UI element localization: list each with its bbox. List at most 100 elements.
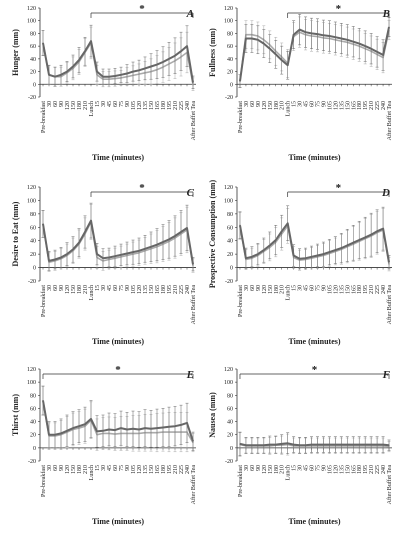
x-tick-label: 90 bbox=[125, 101, 131, 107]
data-point bbox=[42, 42, 44, 44]
data-point bbox=[126, 428, 128, 431]
y-tick-label: 0 bbox=[230, 82, 233, 88]
data-point bbox=[257, 253, 259, 255]
x-tick-label: 210 bbox=[369, 465, 375, 474]
x-tick-label: 30 bbox=[101, 465, 107, 471]
y-tick-label: 20 bbox=[227, 70, 233, 76]
x-tick-label: 30 bbox=[298, 101, 304, 107]
data-point bbox=[352, 443, 354, 446]
data-point bbox=[328, 443, 331, 446]
series-line bbox=[42, 40, 194, 83]
data-point bbox=[263, 43, 265, 45]
panel-letter: C bbox=[187, 187, 195, 199]
x-tick-label: 120 bbox=[65, 285, 71, 294]
x-tick-label: 135 bbox=[143, 101, 149, 110]
series-2 bbox=[238, 431, 391, 456]
x-tick-label: 225 bbox=[179, 285, 185, 294]
data-point bbox=[251, 37, 253, 40]
x-tick-label: Lunch bbox=[89, 101, 95, 116]
series-line bbox=[239, 442, 390, 447]
x-tick-label: 60 bbox=[310, 285, 316, 291]
significance-star: * bbox=[336, 3, 342, 15]
series-line bbox=[42, 400, 194, 443]
x-tick-label: 150 bbox=[268, 285, 274, 294]
x-tick-label: 90 bbox=[256, 101, 262, 107]
x-tick-label: 60 bbox=[53, 101, 59, 107]
y-tick-label: 60 bbox=[227, 225, 233, 231]
x-tick-label: 180 bbox=[77, 465, 83, 474]
x-tick-label: 210 bbox=[83, 465, 89, 474]
data-point bbox=[102, 257, 104, 259]
data-point bbox=[287, 442, 289, 444]
panel-letter: A bbox=[186, 8, 194, 20]
x-tick-label: 60 bbox=[113, 465, 119, 471]
x-tick-label: 15 bbox=[292, 101, 298, 107]
x-tick-label: 195 bbox=[363, 101, 369, 110]
data-point bbox=[340, 247, 342, 249]
x-tick-label: 60 bbox=[310, 465, 316, 471]
data-point bbox=[138, 69, 140, 71]
x-tick-label: After Buffet Tea bbox=[386, 465, 393, 505]
significance-star: * bbox=[336, 182, 342, 194]
y-tick-label: 60 bbox=[227, 44, 233, 50]
data-point bbox=[96, 430, 98, 433]
x-tick-label: 210 bbox=[280, 101, 286, 110]
data-point bbox=[382, 443, 384, 446]
series-2 bbox=[238, 205, 391, 270]
x-tick-label: 135 bbox=[339, 285, 345, 294]
data-point bbox=[48, 434, 50, 436]
data-point bbox=[120, 74, 122, 76]
x-tick-label: 45 bbox=[107, 465, 113, 471]
data-point bbox=[370, 443, 372, 446]
y-axis-title: Thirst (mm) bbox=[11, 394, 20, 436]
data-point bbox=[388, 261, 390, 263]
x-tick-label: 120 bbox=[333, 101, 339, 110]
x-tick-label: 180 bbox=[161, 101, 167, 110]
y-tick-label: 40 bbox=[30, 420, 36, 426]
y-tick-label: -20 bbox=[28, 95, 36, 101]
x-tick-label: 120 bbox=[137, 101, 143, 110]
y-tick-label: 100 bbox=[27, 380, 36, 386]
data-point bbox=[144, 248, 146, 250]
x-tick-label: 195 bbox=[363, 465, 369, 474]
data-point bbox=[310, 32, 313, 35]
x-tick-label: 75 bbox=[119, 465, 125, 471]
data-point bbox=[370, 234, 372, 236]
x-tick-label: 75 bbox=[315, 101, 321, 107]
x-tick-label: 105 bbox=[131, 101, 137, 110]
y-tick-label: 0 bbox=[33, 266, 36, 272]
data-point bbox=[180, 424, 182, 426]
data-point bbox=[310, 443, 313, 446]
data-point bbox=[180, 231, 182, 233]
x-tick-label: 90 bbox=[59, 285, 65, 291]
data-point bbox=[114, 255, 116, 257]
x-tick-label: 15 bbox=[292, 285, 298, 291]
y-tick-label: -20 bbox=[225, 279, 233, 285]
x-tick-label: 30 bbox=[244, 101, 250, 107]
data-point bbox=[310, 256, 313, 258]
y-axis-title: Nausea (mm) bbox=[208, 392, 217, 438]
y-tick-label: 20 bbox=[30, 252, 36, 258]
data-point bbox=[269, 48, 271, 50]
data-point bbox=[186, 45, 188, 47]
series-line bbox=[42, 221, 194, 266]
x-tick-label: 210 bbox=[369, 101, 375, 110]
data-point bbox=[346, 244, 348, 247]
x-tick-label: 210 bbox=[280, 465, 286, 474]
data-point bbox=[298, 444, 301, 446]
x-tick-label: 90 bbox=[125, 285, 131, 291]
series-2 bbox=[238, 14, 391, 88]
x-tick-label: 150 bbox=[345, 465, 351, 474]
data-point bbox=[168, 426, 170, 428]
x-tick-label: 30 bbox=[47, 465, 53, 471]
y-tick-label: 20 bbox=[30, 70, 36, 76]
data-point bbox=[90, 219, 92, 222]
panel-letter: B bbox=[382, 8, 390, 20]
x-tick-label: 90 bbox=[125, 465, 131, 471]
significance-star: * bbox=[139, 182, 145, 194]
x-tick-label: 150 bbox=[71, 285, 77, 294]
panel-letter: F bbox=[382, 369, 391, 381]
x-tick-label: 30 bbox=[244, 465, 250, 471]
series-1 bbox=[238, 208, 391, 272]
data-point bbox=[269, 244, 271, 247]
